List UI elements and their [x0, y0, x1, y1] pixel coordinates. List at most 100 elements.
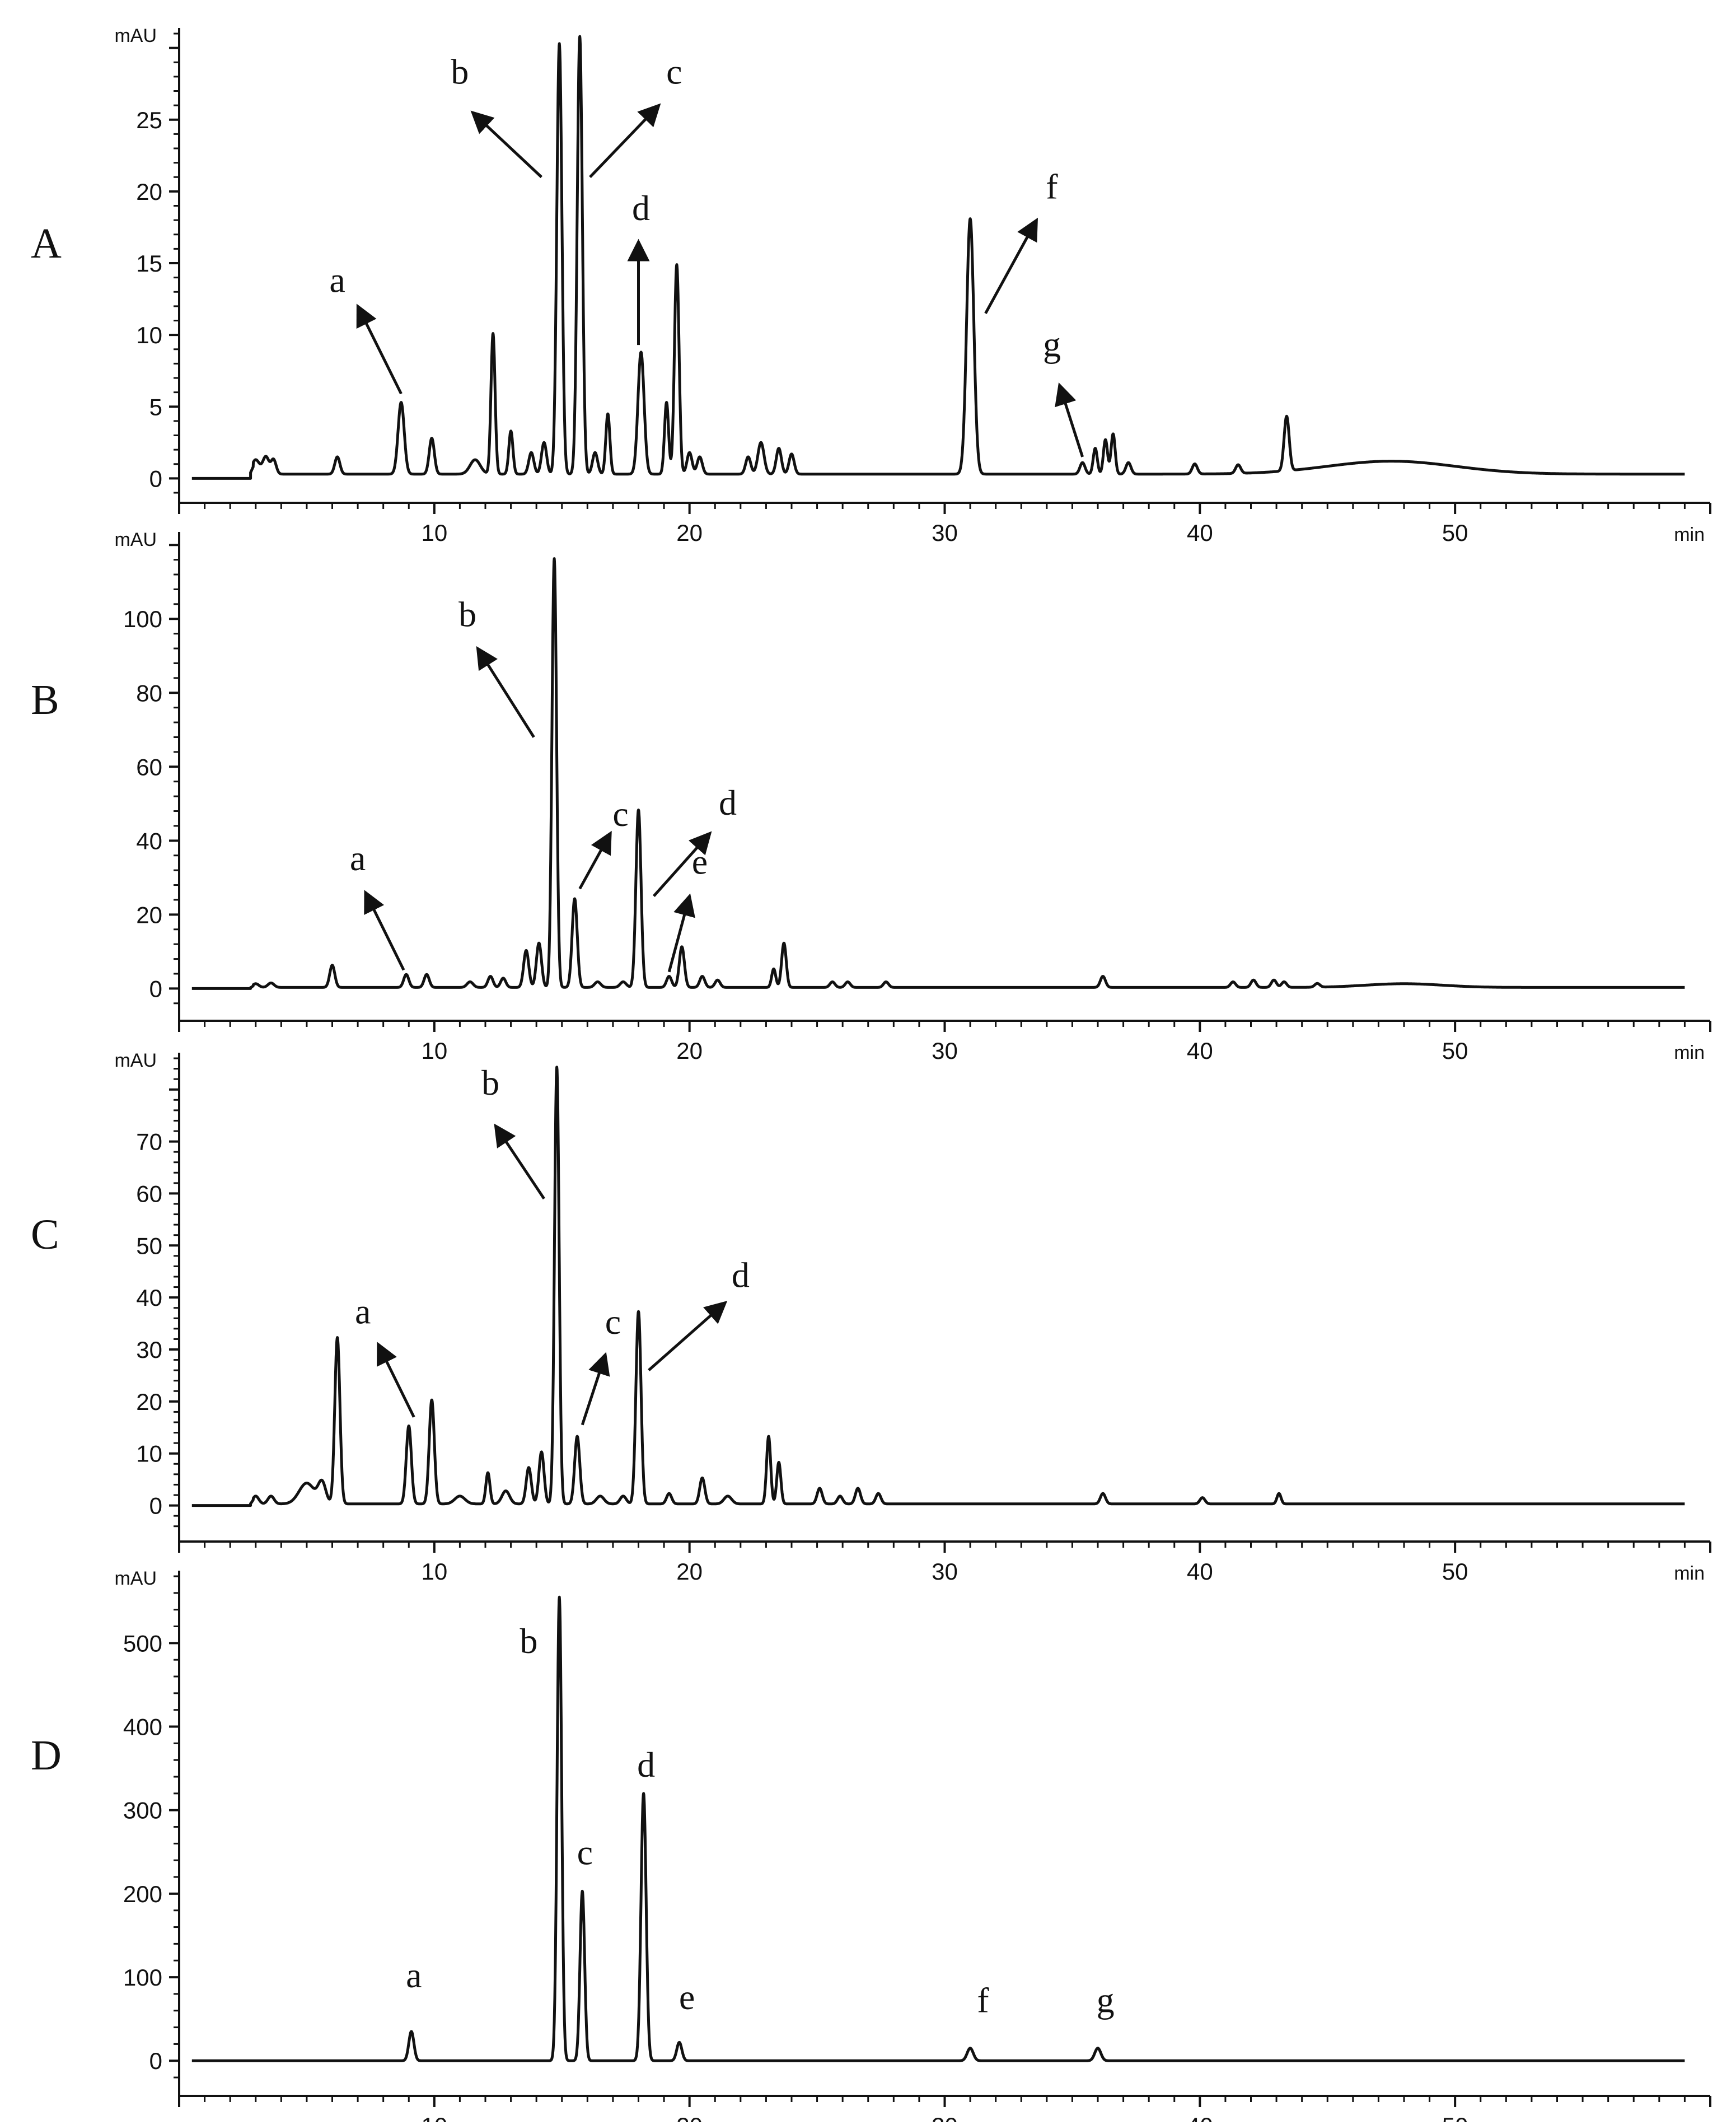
panel-label: C	[31, 1211, 59, 1258]
y-tick-label: 0	[149, 465, 162, 492]
panels-group: A 0 5 10 15 20 25 mAU 10 20 30 40 50 min a b c d f g B 0 20 40 6…	[31, 25, 1711, 2125]
peak-label-b: b	[458, 594, 476, 634]
x-tick-label: 50	[1442, 1038, 1468, 1064]
peak-arrow-e	[667, 893, 695, 973]
peak-label-a: a	[350, 838, 366, 878]
y-tick-label: 400	[123, 1714, 162, 1740]
x-tick-label: 10	[421, 2113, 447, 2122]
panel-label: A	[31, 220, 62, 267]
y-unit-label: mAU	[114, 25, 157, 46]
peak-label-d: d	[732, 1255, 750, 1295]
panel-a: A 0 5 10 15 20 25 mAU 10 20 30 40 50 min a b c d f g	[31, 25, 1711, 546]
y-tick-label: 30	[136, 1337, 162, 1363]
y-tick-label: 60	[136, 1180, 162, 1207]
peak-label-e: e	[692, 842, 708, 882]
peak-arrow-a	[356, 303, 403, 395]
y-tick-label: 300	[123, 1797, 162, 1824]
x-tick-label: 40	[1187, 2113, 1213, 2122]
y-tick-label: 100	[123, 606, 162, 632]
peak-label-b: b	[451, 52, 469, 92]
peak-arrow-g	[1055, 382, 1084, 457]
y-tick-label: 20	[136, 1389, 162, 1415]
chromatogram-trace	[191, 557, 1686, 990]
peak-label-d: d	[637, 1745, 655, 1785]
x-tick-label: 30	[932, 520, 958, 546]
y-tick-label: 0	[149, 975, 162, 1002]
peak-label-c: c	[612, 794, 628, 834]
y-tick-label: 10	[136, 322, 162, 348]
x-tick-label: 20	[676, 520, 703, 546]
peak-arrow-a	[364, 890, 405, 971]
peak-label-c: c	[666, 52, 682, 92]
chromatogram-trace	[191, 1066, 1686, 1507]
peak-label-a: a	[406, 1955, 422, 1995]
y-tick-label: 20	[136, 902, 162, 928]
peak-arrow-f	[984, 217, 1038, 314]
chromatogram-trace	[191, 35, 1686, 480]
peak-label-d: d	[632, 188, 650, 228]
y-tick-label: 10	[136, 1441, 162, 1467]
peak-label-g: g	[1043, 325, 1061, 365]
x-tick-label: 30	[932, 2113, 958, 2122]
peak-label-f: f	[1046, 167, 1058, 207]
peak-label-f: f	[977, 1981, 989, 2020]
peak-label-c: c	[577, 1833, 593, 1872]
panel-label: B	[31, 676, 59, 723]
peak-label-d: d	[719, 783, 737, 823]
y-tick-label: 0	[149, 2048, 162, 2074]
x-unit-label: min	[1674, 524, 1705, 545]
y-tick-label: 500	[123, 1630, 162, 1656]
y-unit-label: mAU	[114, 1568, 157, 1589]
x-unit-label: min	[1674, 1563, 1705, 1584]
y-unit-label: mAU	[114, 529, 157, 550]
x-tick-label: 30	[932, 1038, 958, 1064]
y-tick-label: 60	[136, 754, 162, 780]
peak-arrow-c	[581, 1352, 610, 1426]
x-tick-label: 10	[421, 1558, 447, 1585]
y-unit-label: mAU	[114, 1050, 157, 1071]
peak-label-c: c	[605, 1302, 621, 1342]
peak-label-a: a	[329, 260, 345, 300]
y-tick-label: 15	[136, 250, 162, 277]
peak-label-b: b	[481, 1063, 499, 1103]
x-tick-label: 40	[1187, 520, 1213, 546]
chromatogram-trace	[191, 1595, 1686, 2062]
panel-c: C 0 10 20 30 40 50 60 70 mAU 10 20 30 40 50 min a b c d	[31, 1050, 1711, 1585]
y-tick-label: 25	[136, 107, 162, 133]
x-tick-label: 20	[676, 1038, 703, 1064]
x-tick-label: 40	[1187, 1558, 1213, 1585]
panel-label: D	[31, 1732, 62, 1779]
peak-arrow-d	[648, 1301, 728, 1372]
y-tick-label: 5	[149, 394, 162, 420]
x-tick-label: 50	[1442, 520, 1468, 546]
y-tick-label: 70	[136, 1129, 162, 1155]
peak-arrow-b	[470, 110, 542, 179]
y-tick-label: 100	[123, 1964, 162, 1991]
panel-b: B 0 20 40 60 80 100 mAU 10 20 30 40 50 min a b c de	[31, 529, 1711, 1064]
y-tick-label: 40	[136, 828, 162, 854]
y-tick-label: 40	[136, 1285, 162, 1311]
x-tick-label: 50	[1442, 1558, 1468, 1585]
peak-label-a: a	[355, 1292, 371, 1332]
x-unit-label: min	[1674, 1042, 1705, 1063]
x-tick-label: 20	[676, 2113, 703, 2122]
y-tick-label: 200	[123, 1881, 162, 1907]
peak-label-b: b	[520, 1621, 537, 1661]
y-tick-label: 20	[136, 179, 162, 205]
y-tick-label: 50	[136, 1232, 162, 1259]
x-tick-label: 20	[676, 1558, 703, 1585]
x-tick-label: 10	[421, 1038, 447, 1064]
x-tick-label: 10	[421, 520, 447, 546]
peak-arrow-b	[476, 646, 535, 738]
panel-d: D 0 100 200 300 400 500 mAU 10 20 30 40 50 a b c d e f g	[31, 1568, 1711, 2125]
peak-arrow-c	[589, 103, 661, 178]
peak-label-e: e	[679, 1977, 695, 2017]
peak-arrow-d	[652, 831, 712, 898]
peak-arrow-c	[578, 830, 612, 890]
peak-label-g: g	[1097, 1981, 1115, 2020]
y-tick-label: 80	[136, 680, 162, 706]
peak-arrow-b	[494, 1123, 545, 1200]
x-tick-label: 40	[1187, 1038, 1213, 1064]
